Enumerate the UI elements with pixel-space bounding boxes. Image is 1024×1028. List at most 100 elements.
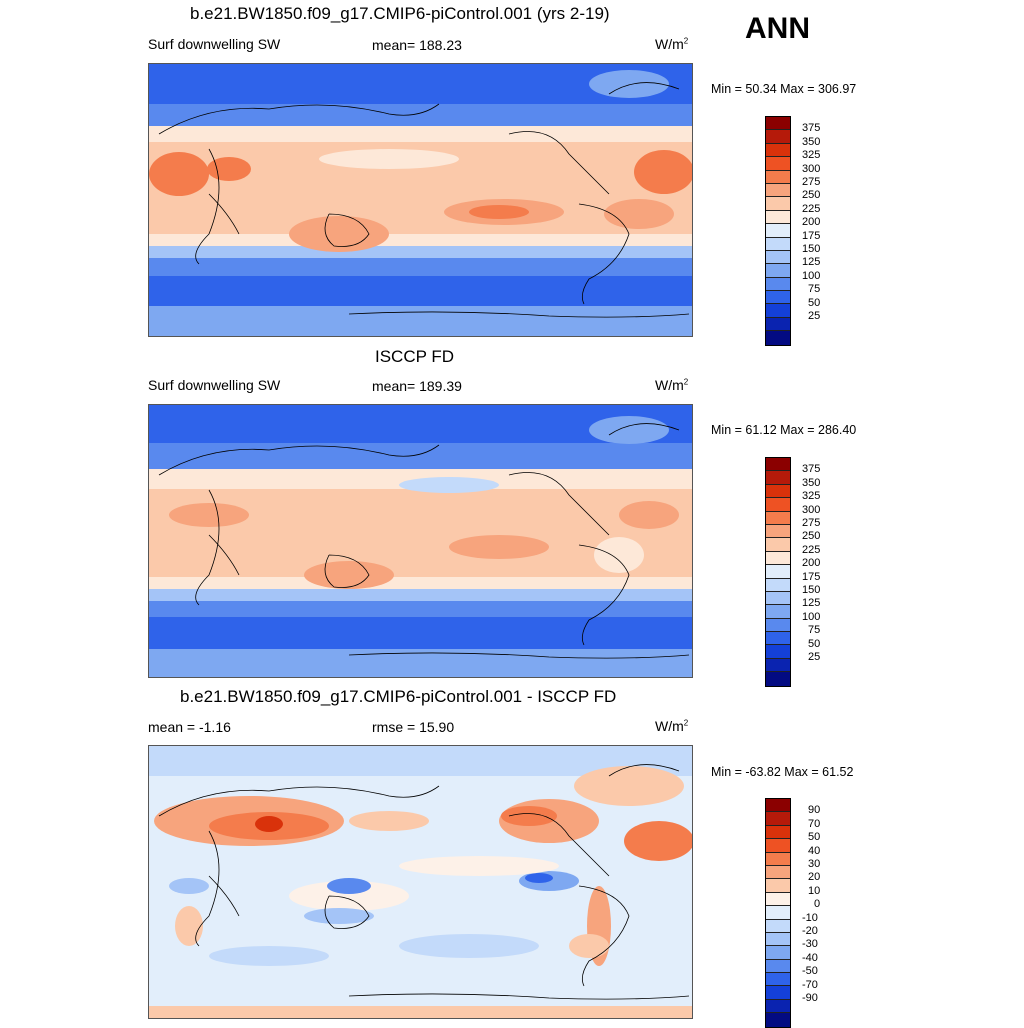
colorbar-segment [766,291,790,305]
colorbar-segment [766,839,790,853]
colorbar-tick-label: -90 [802,992,818,1004]
colorbar-tick-label: 175 [802,570,821,583]
colorbar-segment [766,959,790,974]
colorbar-segment [766,672,790,686]
panel-1-colorbar [765,116,791,346]
colorbar-segment [766,578,790,592]
colorbar-tick-label: 200 [802,557,821,570]
colorbar-segment [766,892,790,907]
colorbar-segment [766,210,790,225]
colorbar-segment [766,645,790,659]
panel-2-map [148,404,693,678]
colorbar-segment [766,117,790,131]
colorbar-segment [766,1013,790,1027]
colorbar-segment [766,170,790,184]
colorbar-segment [766,825,790,840]
colorbar-tick-label: 0 [814,898,821,911]
colorbar-segment [766,812,790,826]
colorbar-tick-label: 375 [802,122,821,135]
colorbar-segment [766,591,790,606]
panel-2-min-max: Min = 61.12 Max = 286.40 [711,423,857,437]
colorbar-segment [766,865,790,880]
colorbar-segment [766,946,790,960]
colorbar-tick-label: 300 [802,162,821,175]
colorbar-segment [766,986,790,1000]
colorbar-tick-label: 300 [802,503,821,516]
colorbar-segment [766,130,790,144]
colorbar-tick-label: -40 [802,951,818,964]
colorbar-segment [766,565,790,579]
panel-1-variable-label: Surf downwelling SW [148,36,281,52]
panel-2-colorbar [765,457,791,687]
colorbar-tick-label: 100 [802,269,821,282]
colorbar-tick-label: 30 [808,858,821,870]
colorbar-segment [766,264,790,278]
colorbar-segment [766,277,790,292]
colorbar-tick-label: 150 [802,584,821,596]
colorbar-tick-label: 325 [802,149,821,162]
colorbar-segment [766,458,790,472]
colorbar-segment [766,250,790,265]
colorbar-tick-label: 275 [802,517,821,529]
panel-3-map [148,745,693,1019]
panel-1-mean-label: mean= 188.23 [372,37,462,53]
colorbar-tick-label: 10 [808,884,821,897]
colorbar-tick-label: 20 [808,871,821,884]
panel-3-mean-label: mean = -1.16 [148,719,231,735]
panel-2-title: ISCCP FD [375,347,455,366]
colorbar-tick-label: 225 [802,543,821,556]
colorbar-tick-label: 200 [802,216,821,229]
colorbar-segment [766,605,790,619]
panel-2-units: W/m2 [655,377,689,393]
colorbar-tick-label: 50 [808,296,821,309]
colorbar-segment [766,632,790,646]
colorbar-tick-label: -50 [802,965,818,978]
colorbar-tick-label: 25 [808,651,821,663]
colorbar-tick-label: 125 [802,597,821,610]
colorbar-segment [766,484,790,499]
colorbar-segment [766,197,790,211]
colorbar-tick-label: 125 [802,256,821,269]
colorbar-segment [766,498,790,512]
panel-3-colorbar [765,798,791,1028]
colorbar-tick-label: 250 [802,189,821,202]
colorbar-tick-label: 90 [808,804,821,817]
colorbar-segment [766,799,790,813]
colorbar-tick-label: -10 [802,911,818,924]
panel-1-units: W/m2 [655,36,689,52]
colorbar-segment [766,224,790,238]
colorbar-segment [766,538,790,552]
colorbar-segment [766,304,790,318]
colorbar-segment [766,524,790,539]
colorbar-tick-label: 25 [808,310,821,322]
colorbar-segment [766,618,790,633]
colorbar-tick-label: 70 [808,817,821,830]
colorbar-segment [766,906,790,920]
colorbar-segment [766,658,790,673]
colorbar-tick-label: 50 [808,637,821,650]
colorbar-segment [766,317,790,332]
colorbar-tick-label: 275 [802,176,821,188]
panel-1-map [148,63,693,337]
colorbar-segment [766,932,790,947]
season-label: ANN [745,12,810,45]
colorbar-segment [766,879,790,893]
panel-3-rmse-label: rmse = 15.90 [372,719,455,735]
colorbar-segment [766,143,790,158]
colorbar-segment [766,551,790,566]
colorbar-tick-label: 350 [802,476,821,489]
colorbar-tick-label: 100 [802,610,821,623]
panel-3-units: W/m2 [655,718,689,734]
colorbar-tick-label: 75 [808,283,821,296]
colorbar-tick-label: 225 [802,202,821,215]
colorbar-tick-label: 325 [802,490,821,503]
colorbar-segment [766,852,790,866]
panel-2-mean-label: mean= 189.39 [372,378,462,394]
colorbar-segment [766,919,790,933]
colorbar-segment [766,999,790,1014]
colorbar-segment [766,511,790,525]
colorbar-tick-label: 175 [802,229,821,242]
colorbar-tick-label: 350 [802,135,821,148]
colorbar-tick-label: -20 [802,925,818,937]
colorbar-tick-label: 375 [802,463,821,476]
